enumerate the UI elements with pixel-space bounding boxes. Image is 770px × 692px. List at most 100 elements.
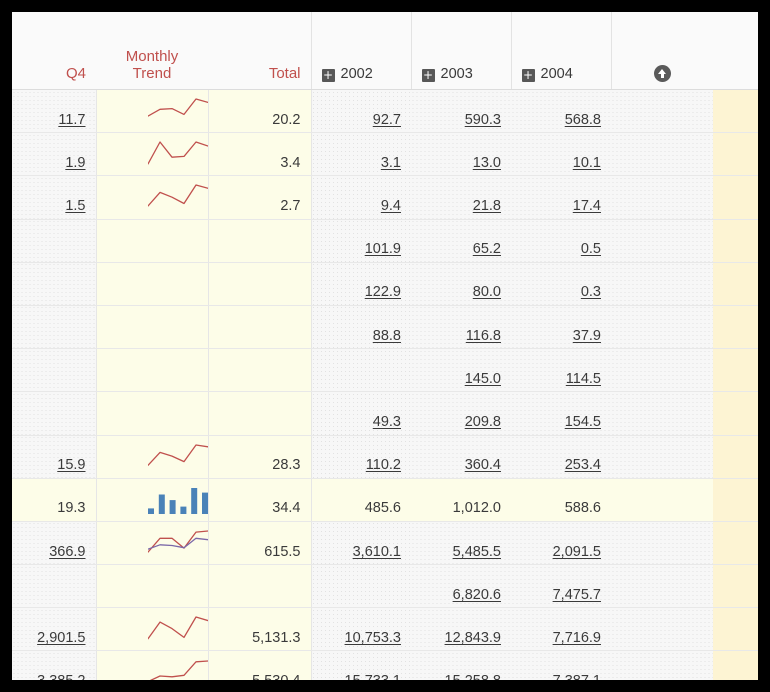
table-row[interactable]: 1.5 2.7 9.4 21.8 17.4 51.2 [12,175,758,220]
cell-sort-spacer[interactable] [611,564,713,609]
cell-2002[interactable]: 3.1 [310,132,411,177]
cell-sort-spacer[interactable] [611,175,713,220]
cell-sort-spacer[interactable] [611,219,713,263]
cell-2003[interactable]: 80.0 [411,262,511,306]
cell-2002[interactable]: 10,753.3 [310,607,411,652]
table-row[interactable]: 101.9 65.2 0.5 167.6 [12,219,758,263]
cell-2003[interactable]: 15,258.8 [411,650,511,680]
cell-2002[interactable]: 92.7 [310,89,411,134]
cell-total[interactable] [207,564,311,609]
cell-monthly-trend[interactable] [95,521,208,566]
cell-grand-total[interactable]: 14,296.3 [713,564,758,609]
cell-grand-total[interactable]: 752.3 [713,435,758,479]
plus-expand-icon[interactable]: + [321,68,335,82]
cell-total[interactable]: 28.3 [207,435,311,479]
cell-2003[interactable]: 5,485.5 [411,521,511,566]
cell-2003[interactable]: 116.8 [411,305,511,350]
table-row[interactable]: 145.0 114.5 259.5 [12,348,758,393]
cell-total[interactable] [207,219,311,263]
cell-2002[interactable] [310,348,411,393]
cell-2004[interactable]: 114.5 [511,348,611,393]
cell-q4[interactable] [12,262,96,306]
cell-q4[interactable]: 1.9 [12,132,96,177]
cell-monthly-trend[interactable] [95,607,208,652]
cell-2004[interactable]: 154.5 [511,391,611,436]
cell-grand-total[interactable]: 259.5 [713,348,758,393]
table-row[interactable]: 366.9 615.5 3,610.1 5,485.5 2,091.5 11,802.6 [12,521,758,566]
column-header-2003[interactable]: +2003 [410,12,511,90]
column-header-total[interactable]: Total [208,12,311,90]
cell-2002[interactable]: 88.8 [310,305,411,350]
cell-total[interactable]: 34.4 [207,478,311,522]
cell-2004[interactable]: 10.1 [511,132,611,177]
cell-2004[interactable]: 2,091.5 [511,521,611,566]
cell-sort-spacer[interactable] [611,607,713,652]
cell-grand-total[interactable]: 43,909.4 [713,650,758,680]
plus-expand-icon[interactable]: + [421,68,435,82]
column-header-2004[interactable]: +2004 [510,12,611,90]
cell-q4[interactable]: 366.9 [12,521,96,566]
cell-2002[interactable]: 3,610.1 [310,521,411,566]
cell-grand-total[interactable]: 167.6 [713,219,758,263]
cell-q4[interactable]: 1.5 [12,175,96,220]
cell-monthly-trend[interactable] [95,305,208,350]
cell-monthly-trend[interactable] [95,262,208,306]
cell-q4[interactable]: 3,385.2 [12,650,96,680]
cell-monthly-trend[interactable] [95,391,208,436]
cell-q4[interactable]: 2,901.5 [12,607,96,652]
cell-monthly-trend[interactable] [95,348,208,393]
cell-total[interactable]: 5,131.3 [207,607,311,652]
cell-2004[interactable]: 253.4 [511,435,611,479]
column-header-sort[interactable] [610,12,713,90]
cell-monthly-trend[interactable] [95,89,208,134]
cell-grand-total[interactable]: 203.1 [713,262,758,306]
cell-sort-spacer[interactable] [611,435,713,479]
cell-total[interactable]: 3.4 [207,132,311,177]
cell-2002[interactable] [310,564,411,609]
cell-monthly-trend[interactable] [95,564,208,609]
cell-2002[interactable]: 485.6 [310,478,411,522]
cell-total[interactable] [207,262,311,306]
cell-2004[interactable]: 17.4 [511,175,611,220]
cell-grand-total[interactable]: 11,802.6 [713,521,758,566]
cell-2003[interactable]: 65.2 [411,219,511,263]
cell-2002[interactable]: 101.9 [310,219,411,263]
table-row[interactable]: 49.3 209.8 154.5 413.6 [12,391,758,436]
cell-q4[interactable] [12,348,96,393]
cell-2003[interactable]: 209.8 [411,391,511,436]
cell-sort-spacer[interactable] [611,348,713,393]
table-row[interactable]: 2,901.5 5,131.3 10,753.3 12,843.9 7,716.9 36,… [12,607,758,652]
column-header-q4[interactable]: Q4 [12,12,96,90]
plus-expand-icon[interactable]: + [521,68,535,82]
cell-total[interactable]: 615.5 [207,521,311,566]
cell-2002[interactable]: 122.9 [310,262,411,306]
cell-2003[interactable]: 360.4 [411,435,511,479]
cell-total[interactable]: 2.7 [207,175,311,220]
table-row[interactable]: 1.9 3.4 3.1 13.0 10.1 29.7 [12,132,758,177]
cell-q4[interactable]: 11.7 [12,89,96,134]
cell-monthly-trend[interactable] [95,132,208,177]
cell-2003[interactable]: 1,012.0 [411,478,511,522]
cell-grand-total[interactable]: 2,120.5 [713,478,758,522]
column-header-monthly-trend[interactable]: Monthly Trend [96,12,208,90]
cell-q4[interactable] [12,219,96,263]
cell-2003[interactable]: 145.0 [411,348,511,393]
cell-grand-total[interactable]: 413.6 [713,391,758,436]
cell-2004[interactable]: 7,387.1 [511,650,611,680]
cell-monthly-trend[interactable] [95,435,208,479]
sort-ascending-circle-icon[interactable] [653,65,671,82]
table-row[interactable]: 88.8 116.8 37.9 243.5 [12,305,758,350]
cell-monthly-trend[interactable] [95,219,208,263]
column-header-2002[interactable]: +2002 [310,12,411,90]
table-row[interactable]: 11.7 20.2 92.7 590.3 568.8 1,272.1 [12,89,758,134]
cell-q4[interactable]: 15.9 [12,435,96,479]
cell-2003[interactable]: 13.0 [411,132,511,177]
cell-2004[interactable]: 588.6 [511,478,611,522]
table-row[interactable]: 15.9 28.3 110.2 360.4 253.4 752.3 [12,435,758,479]
cell-2002[interactable]: 15,733.1 [310,650,411,680]
cell-q4[interactable]: 19.3 [12,478,96,522]
cell-sort-spacer[interactable] [611,478,713,522]
cell-total[interactable]: 5,530.4 [207,650,311,680]
column-header-grand-total[interactable]: GRAND TOTAL [713,12,758,90]
cell-2004[interactable]: 7,475.7 [511,564,611,609]
